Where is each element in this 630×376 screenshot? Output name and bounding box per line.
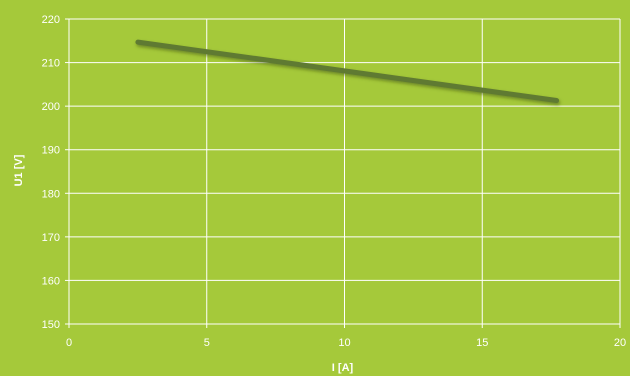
y-tick-label: 150 xyxy=(42,319,60,331)
x-tick-label: 0 xyxy=(66,337,72,349)
x-tick-label: 15 xyxy=(476,337,488,349)
x-tick-label: 5 xyxy=(204,337,210,349)
x-tick-label: 20 xyxy=(614,337,626,349)
y-tick-label: 190 xyxy=(42,145,60,157)
axes: 150 160 170 180 190 200 210 220 0 5 10 15 20 xyxy=(42,14,626,349)
series-line xyxy=(135,39,560,103)
x-axis-title: I [A] xyxy=(332,362,354,374)
y-tick-label: 160 xyxy=(42,275,60,287)
y-tick-label: 180 xyxy=(42,188,60,200)
series-layer xyxy=(135,39,560,103)
grid xyxy=(69,18,621,324)
y-tick-label: 210 xyxy=(42,58,60,70)
y-tick-label: 200 xyxy=(42,101,60,113)
y-tick-label: 170 xyxy=(42,232,60,244)
x-tick-label: 10 xyxy=(338,337,350,349)
y-axis-title: U1 [V] xyxy=(13,154,25,186)
y-tick-label: 220 xyxy=(42,14,60,26)
